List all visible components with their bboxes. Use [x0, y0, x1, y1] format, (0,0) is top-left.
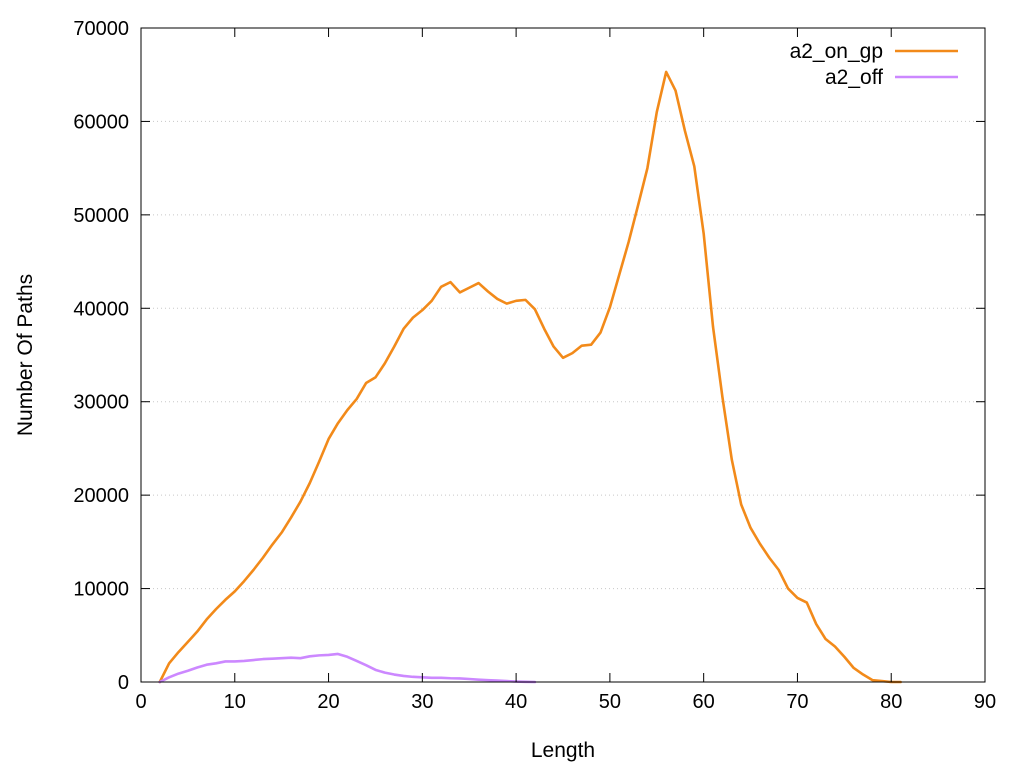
- x-tick-label: 90: [974, 691, 996, 713]
- y-axis-label: Number Of Paths: [14, 274, 37, 436]
- legend-label-a2_off: a2_off: [825, 66, 883, 89]
- x-tick-label: 60: [693, 691, 715, 713]
- grid-lines: [141, 120, 985, 590]
- x-tick-label: 0: [135, 691, 146, 713]
- y-tick-label: 20000: [73, 485, 129, 507]
- axis-ticks: 0 10000 20000 30000 40000 50000 60000 70000 0 10 2…: [73, 18, 996, 713]
- x-tick-label: 30: [411, 691, 433, 713]
- y-tick-label: 0: [118, 672, 129, 694]
- y-tick-label: 10000: [73, 579, 129, 601]
- x-tick-label: 50: [599, 691, 621, 713]
- legend: a2_on_gp a2_off: [790, 40, 958, 89]
- x-tick-label: 70: [786, 691, 808, 713]
- legend-label-a2_on_gp: a2_on_gp: [790, 40, 883, 63]
- y-tick-label: 40000: [73, 298, 129, 320]
- series-layer: [158, 70, 902, 684]
- y-tick-label: 60000: [73, 111, 129, 133]
- plot-frame: [140, 27, 986, 683]
- x-tick-label: 20: [317, 691, 339, 713]
- y-tick-label: 70000: [73, 18, 129, 40]
- y-tick-label: 30000: [73, 392, 129, 414]
- x-tick-label: 80: [880, 691, 902, 713]
- x-axis-label: Length: [531, 739, 595, 762]
- x-tick-label: 10: [224, 691, 246, 713]
- series-line-a2_on_gp: [158, 70, 902, 684]
- y-tick-label: 50000: [73, 205, 129, 227]
- x-tick-label: 40: [505, 691, 527, 713]
- series-line-a2_off: [158, 652, 537, 684]
